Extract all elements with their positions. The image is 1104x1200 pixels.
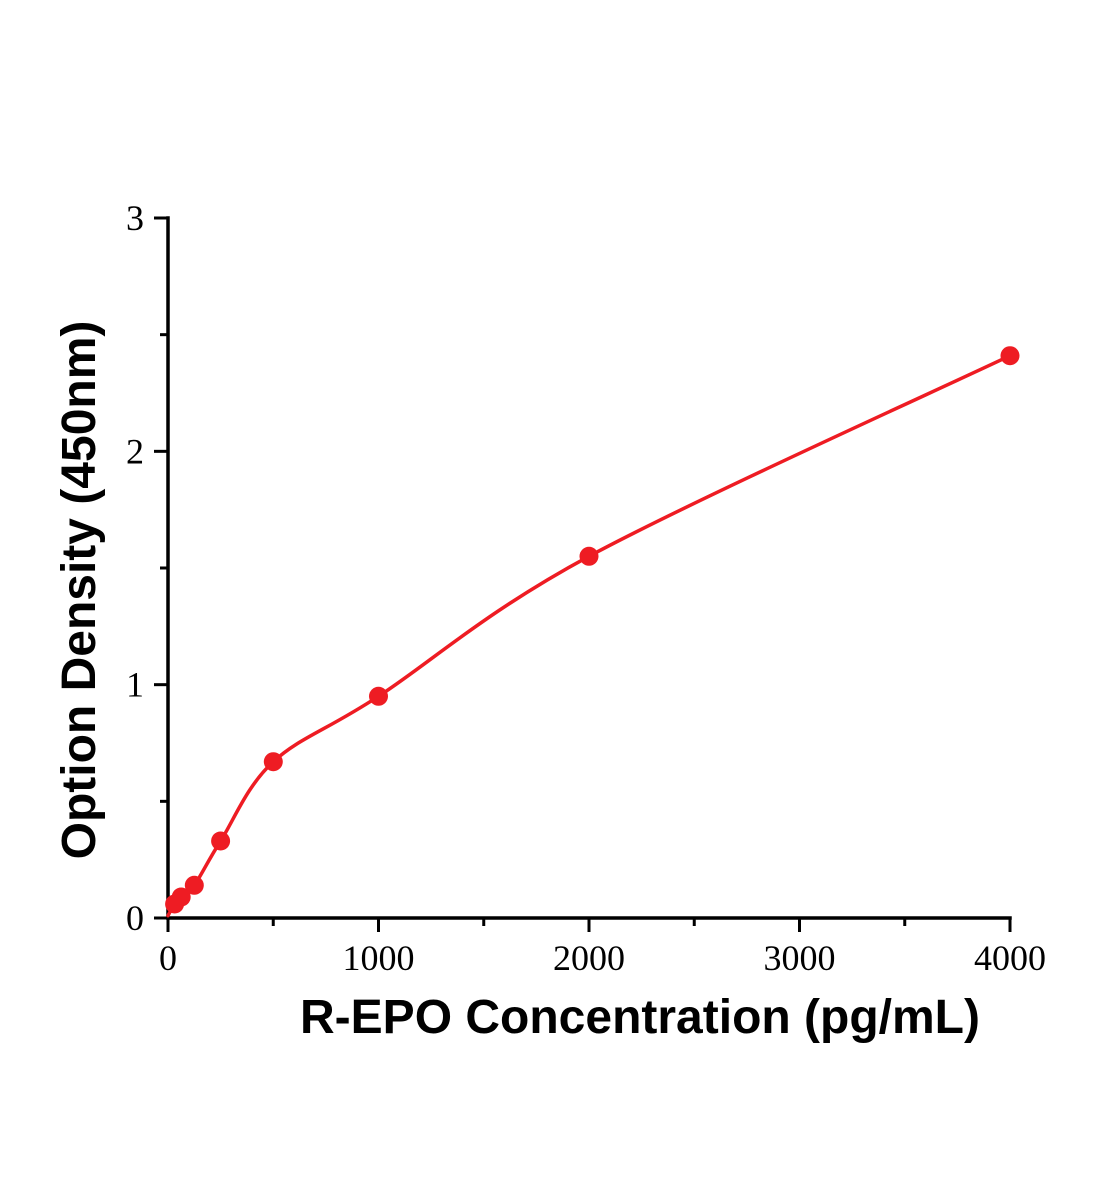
data-point — [171, 887, 191, 907]
x-tick-label: 0 — [159, 938, 177, 978]
x-tick-label: 4000 — [974, 938, 1046, 978]
y-tick-label: 3 — [126, 198, 144, 238]
data-point — [263, 752, 283, 772]
x-tick-label: 3000 — [764, 938, 836, 978]
x-axis: 0 1000 2000 3000 4000 — [159, 916, 1046, 978]
y-axis: 0 1 2 3 — [126, 198, 170, 938]
data-curve — [166, 353, 1012, 918]
y-tick-label: 2 — [126, 431, 144, 471]
y-tick-label: 0 — [126, 898, 144, 938]
x-axis-title: R-EPO Concentration (pg/mL) — [300, 991, 980, 1044]
data-point — [184, 875, 204, 895]
x-tick-label: 1000 — [343, 938, 415, 978]
y-tick-label: 1 — [126, 665, 144, 705]
data-points — [165, 346, 1020, 914]
data-point — [369, 686, 388, 706]
standard-curve-line — [166, 353, 1012, 918]
data-point — [579, 546, 599, 566]
y-axis-title: Option Density (450nm) — [53, 321, 106, 860]
data-point — [211, 831, 231, 851]
x-tick-label: 2000 — [553, 938, 625, 978]
data-point — [1000, 346, 1020, 366]
